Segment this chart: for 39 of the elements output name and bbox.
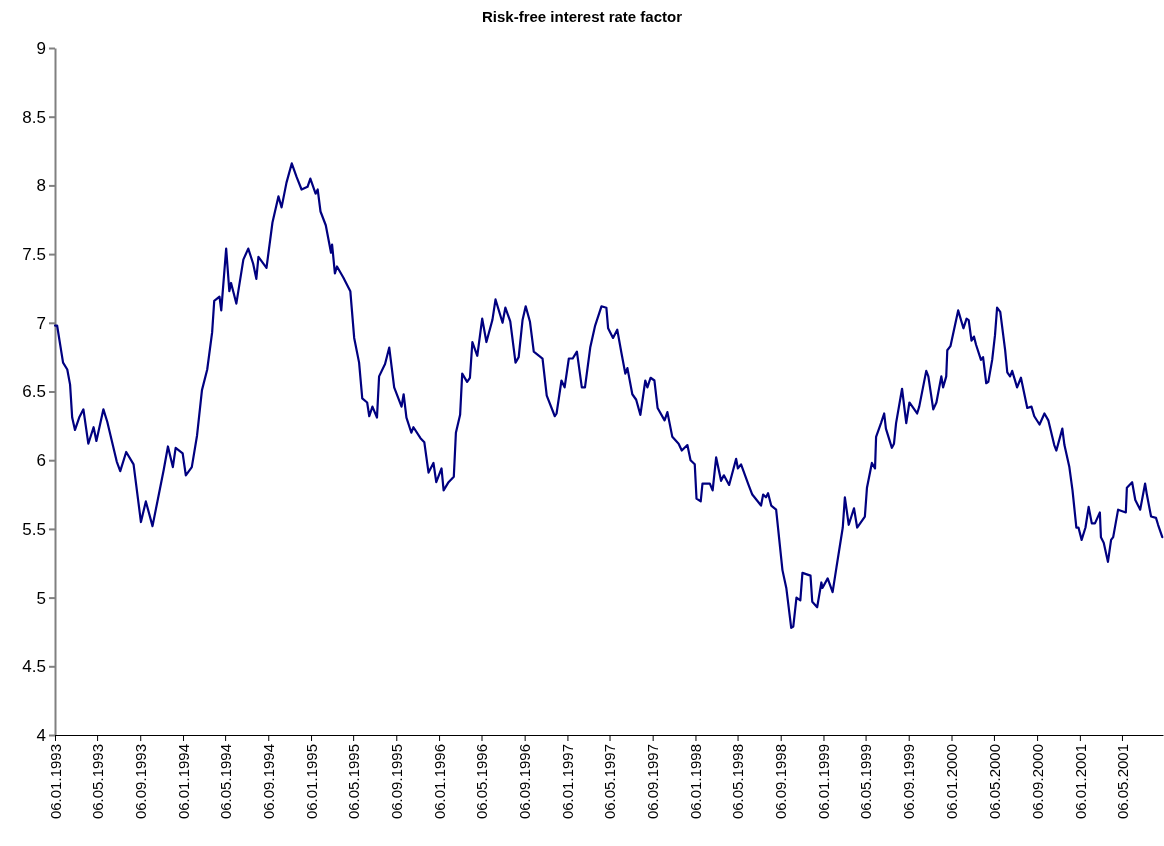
x-tick-label: 06.09.1994	[260, 744, 277, 820]
y-tick-label: 8.5	[22, 107, 46, 127]
y-tick-label: 9	[36, 38, 46, 58]
y-tick-label: 8	[36, 176, 46, 196]
x-tick-label: 06.09.1993	[131, 744, 149, 820]
x-tick-label: 06.09.1998	[772, 744, 790, 820]
x-tick-label: 06.01.1998	[687, 744, 705, 820]
x-tick-label: 06.09.1997	[644, 744, 662, 820]
y-tick-label: 5.5	[22, 519, 46, 539]
x-tick-label: 06.01.1996	[430, 744, 448, 820]
x-tick-label: 06.05.1999	[857, 744, 875, 820]
x-tick-label: 06.01.1993	[46, 744, 64, 820]
y-tick-label: 4.5	[22, 657, 46, 677]
x-tick-label: 06.01.1994	[174, 744, 192, 820]
line-series	[53, 162, 1164, 629]
x-tick-label: 06.01.1997	[559, 744, 577, 820]
x-tick-label: 06.05.1995	[344, 744, 362, 820]
x-tick-label: 06.09.1999	[900, 744, 918, 820]
chart-title: Risk-free interest rate factor	[481, 8, 683, 25]
x-tick-label: 06.05.1993	[88, 744, 106, 820]
x-tick-label: 06.01.2001	[1071, 744, 1089, 820]
x-tick-label: 06.01.1995	[302, 744, 320, 820]
x-tick-label: 06.05.1996	[473, 744, 491, 820]
x-tick-label: 06.05.1997	[601, 744, 619, 820]
x-tick-label: 06.01.1999	[815, 744, 833, 820]
y-tick-label: 5	[36, 588, 46, 608]
x-tick-label: 06.09.1996	[516, 744, 534, 820]
x-tick-label: 06.09.2000	[1028, 744, 1046, 820]
y-tick-label: 6	[36, 451, 46, 471]
y-tick-label: 7.5	[22, 245, 46, 265]
x-tick-label: 06.05.2001	[1113, 744, 1131, 820]
x-tick-label: 06.05.1998	[729, 744, 747, 820]
x-tick-label: 06.05.2000	[985, 744, 1003, 820]
x-tick-label: 06.09.1995	[388, 744, 406, 820]
y-tick-label: 7	[36, 313, 46, 333]
x-tick-label: 06.05.1994	[216, 744, 234, 820]
y-tick-label: 4	[36, 725, 46, 745]
y-tick-label: 6.5	[22, 382, 46, 402]
x-tick-label: 06.01.2000	[943, 744, 961, 820]
